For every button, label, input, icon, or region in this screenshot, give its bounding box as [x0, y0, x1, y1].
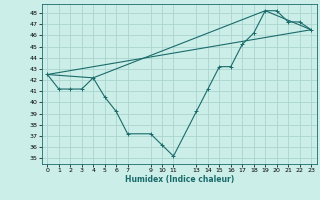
X-axis label: Humidex (Indice chaleur): Humidex (Indice chaleur)	[124, 175, 234, 184]
